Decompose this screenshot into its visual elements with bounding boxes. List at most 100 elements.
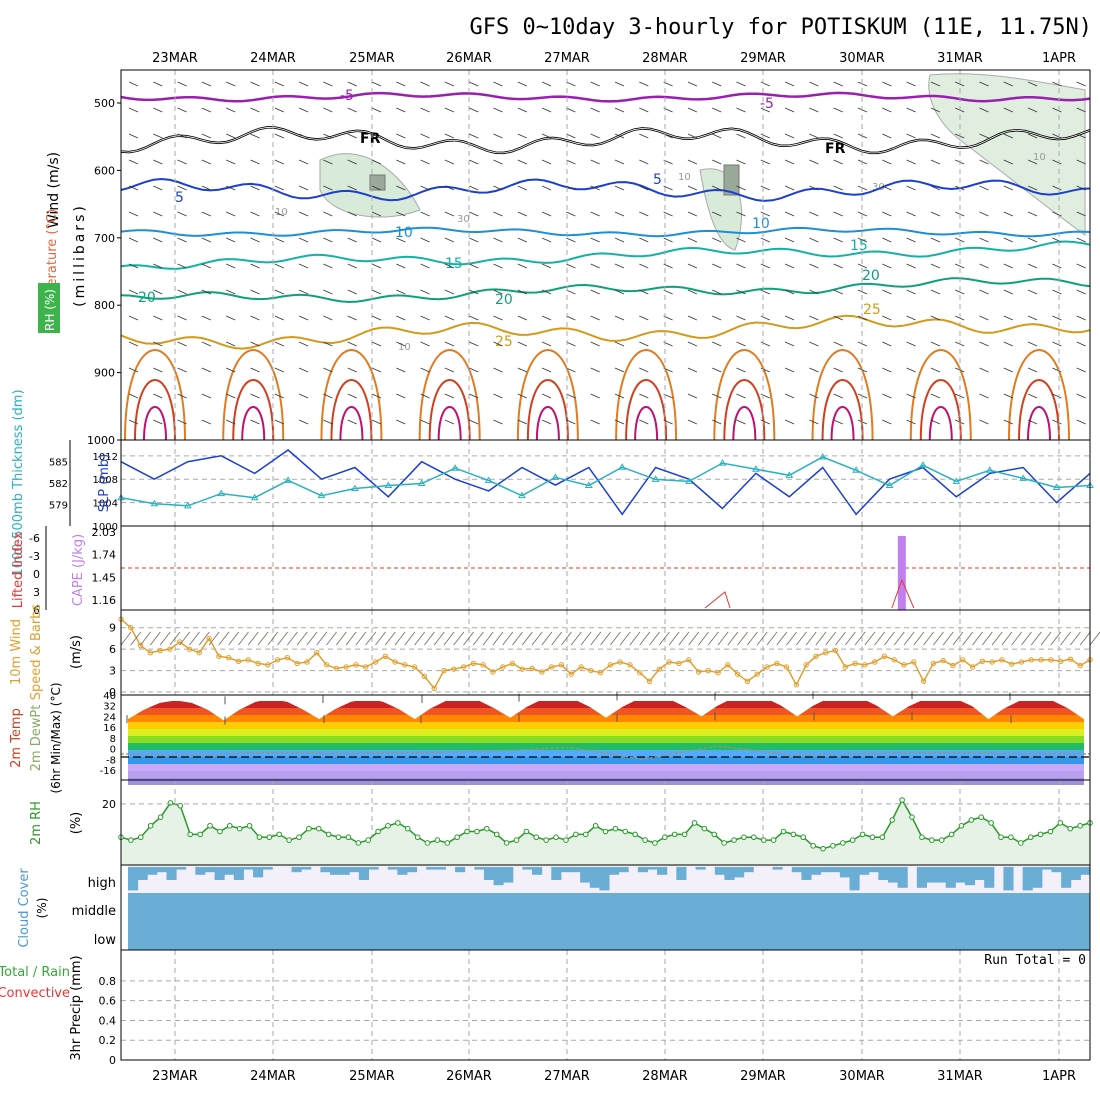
wind-barb xyxy=(566,341,576,347)
wind-barb xyxy=(639,133,649,139)
wind-barb xyxy=(541,81,552,87)
wind10m-barb-12 xyxy=(238,631,249,646)
rh2m-point-35 xyxy=(464,828,470,835)
date-label-top-9: 1APR xyxy=(1042,51,1076,66)
wind-barb xyxy=(1076,211,1086,217)
wind-barb xyxy=(784,367,795,373)
wind-barb xyxy=(177,393,187,399)
wind10m-barb-16 xyxy=(277,631,288,646)
wind-speed-point-98 xyxy=(1077,662,1083,669)
li-spike-2 xyxy=(704,591,731,609)
wind-speed-point-97 xyxy=(1067,656,1074,662)
wind-barb xyxy=(784,263,795,269)
rh-contour-label-3: 10 xyxy=(1033,152,1046,163)
wind-speed-point-10 xyxy=(216,653,222,659)
wind-barb xyxy=(420,315,430,321)
rh2m-point-7 xyxy=(187,831,194,838)
wind10m-barb-13 xyxy=(247,631,259,646)
wind-barb xyxy=(614,185,625,191)
wind-barb xyxy=(833,237,843,243)
wind-barb xyxy=(420,393,430,399)
wind-barb xyxy=(979,81,989,87)
temp-band-6 xyxy=(128,736,1084,743)
wind-speed-point-42 xyxy=(529,665,535,672)
rh-tick-label-20: 20 xyxy=(102,798,116,811)
cloud-high-bar-31 xyxy=(426,867,437,870)
chart-title: GFS 0~10day 3-hourly for POTISKUM (11E, … xyxy=(469,15,1092,40)
wind-barb xyxy=(128,107,139,113)
wind-barb xyxy=(396,419,406,425)
wind-barb xyxy=(274,419,284,425)
wind-barb xyxy=(493,211,503,217)
warm-arch-2-2 xyxy=(339,406,364,441)
precip-run-total: Run Total = 0 xyxy=(984,953,1086,968)
wind10m-barb-38 xyxy=(492,631,504,646)
wind-barb xyxy=(736,185,746,191)
wind-barb xyxy=(760,263,770,269)
warm-arch-4-1 xyxy=(526,379,569,441)
wind-barb xyxy=(323,419,333,425)
wind-tick-label-9: 9 xyxy=(109,622,116,635)
wind-barb xyxy=(687,289,698,295)
li-tick-label-4: 6 xyxy=(33,604,40,617)
wind-barb xyxy=(250,393,260,399)
temp-contour-5 xyxy=(120,177,1091,202)
ts-ylabel-left: 1000-500mb Thickness (dm) xyxy=(11,389,26,576)
wind-barb xyxy=(420,367,430,373)
wind-speed-line xyxy=(120,618,1091,690)
wind-barb xyxy=(298,393,309,399)
cloud-high-bar-76 xyxy=(859,867,870,875)
rh2m-point-74 xyxy=(849,837,856,843)
thickness-point-19 xyxy=(751,465,760,472)
wind-barb xyxy=(687,263,698,269)
wind10m-barb-92 xyxy=(1021,631,1032,646)
rh2m-point-78 xyxy=(889,817,896,823)
wind-barb xyxy=(250,341,260,347)
wind10m-barb-81 xyxy=(913,631,925,646)
rh2m-point-69 xyxy=(800,834,807,841)
wind-barb xyxy=(882,341,892,347)
wind-speed-point-43 xyxy=(539,669,545,675)
warm-arch-1-2 xyxy=(241,406,266,441)
wind-speed-point-22 xyxy=(333,665,340,672)
wind-barb xyxy=(274,341,284,347)
wind-barb xyxy=(1052,159,1062,165)
wind-speed-point-51 xyxy=(617,659,623,665)
wind-barb xyxy=(1003,393,1013,399)
wind-speed-point-37 xyxy=(480,662,486,668)
wind-barb xyxy=(663,263,673,269)
wind-barb xyxy=(469,237,479,243)
temp-contour-label-5-1: 5 xyxy=(653,172,662,188)
wind-barb xyxy=(882,237,892,243)
rh2m-point-49 xyxy=(602,828,609,835)
wind-barb xyxy=(323,289,333,295)
wind-barb xyxy=(639,367,649,373)
wind-barb xyxy=(736,263,746,269)
wind10m-barb-61 xyxy=(717,631,729,646)
wind10m-barb-67 xyxy=(776,631,788,646)
wind-barb xyxy=(1003,419,1013,425)
rh-contour-label-0: 10 xyxy=(275,207,288,218)
wind-barb xyxy=(541,159,552,165)
temp-mask xyxy=(128,695,1084,725)
rh2m-point-53 xyxy=(642,837,648,843)
wind-barb xyxy=(614,159,625,165)
temp-ylabel-2: (6hr Min/Max) (°C) xyxy=(49,682,63,793)
wind-speed-point-59 xyxy=(695,669,702,675)
wind-barb xyxy=(347,211,357,217)
wind-barb xyxy=(298,315,309,321)
temp-contour-20 xyxy=(120,277,1091,304)
wind-barb xyxy=(493,419,503,425)
wind-barb xyxy=(420,419,430,425)
rh2m-point-22 xyxy=(335,834,342,841)
precip-tick-label-3: 0.6 xyxy=(99,995,117,1008)
wind-barb xyxy=(614,341,625,347)
wind-barb xyxy=(590,289,600,295)
thickness-point-6 xyxy=(317,491,326,499)
wind-barb xyxy=(712,419,722,425)
cloud-high-bar-39 xyxy=(503,867,514,883)
wind-barb xyxy=(153,341,163,347)
cloud-high-bar-77 xyxy=(868,867,879,873)
wind-speed-point-31 xyxy=(421,673,428,679)
